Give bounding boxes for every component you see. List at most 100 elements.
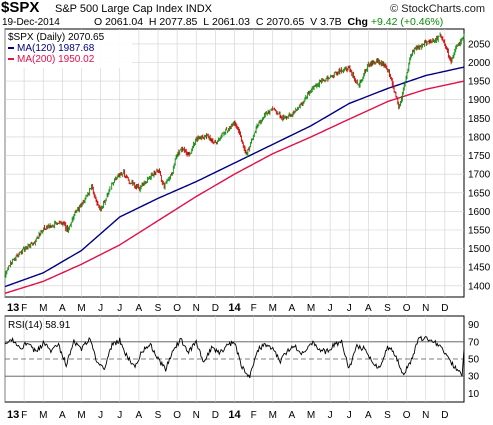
rsi-y-axis: 10 30 50 70 90: [468, 320, 480, 400]
ohlc-summary: O 2061.04 H 2077.85 L 2061.03 C 2070.65 …: [94, 16, 443, 28]
low-value: 2061.03: [212, 16, 250, 28]
chart-symbol: $SPX: [1, 0, 40, 16]
rsi-x-tick-label: J: [117, 410, 122, 421]
quote-date: 19-Dec-2014: [2, 17, 60, 28]
price-x-tick-label: S: [155, 303, 162, 314]
rsi-x-tick-label: J: [347, 410, 352, 421]
ma200-line: [4, 80, 465, 294]
price-x-tick-label: D: [212, 303, 219, 314]
price-x-tick-label: J: [117, 303, 122, 314]
price-x-tick-label: 13: [7, 302, 19, 314]
legend-ma200: MA(200) 1950.02: [17, 54, 95, 65]
rsi-x-tick-label: A: [59, 410, 66, 421]
volume-value: 3.7B: [320, 16, 342, 28]
rsi-x-tick-label: S: [155, 410, 162, 421]
rsi-x-tick-label: A: [136, 410, 143, 421]
price-x-axis: 13 F M A M J J A S O N D 14 F M A M J J A S O N D: [7, 302, 448, 314]
index-full-name: S&P 500 Large Cap Index: [55, 3, 183, 15]
rsi-x-tick-label: O: [403, 410, 411, 421]
price-y-tick-label: 1450: [468, 263, 491, 274]
price-y-tick-label: 1950: [468, 77, 491, 88]
rsi-x-tick-label: J: [328, 410, 333, 421]
price-x-tick-label: O: [403, 303, 411, 314]
rsi-x-tick-label: N: [193, 410, 200, 421]
price-x-tick-label: J: [328, 303, 333, 314]
rsi-x-tick-label: 14: [228, 409, 241, 421]
rsi-x-tick-label: A: [289, 410, 296, 421]
price-bars-group: [4, 32, 465, 278]
close-label: C: [255, 16, 264, 28]
price-x-tick-label: A: [289, 303, 296, 314]
rsi-y-tick-label: 90: [468, 320, 480, 331]
price-x-tick-label: M: [307, 303, 315, 314]
rsi-y-tick-label: 30: [468, 372, 480, 383]
low-label: L: [203, 16, 210, 28]
rsi-x-tick-label: D: [441, 410, 448, 421]
price-y-tick-label: 1700: [468, 170, 491, 181]
price-x-tick-label: N: [193, 303, 200, 314]
volume-label: V: [310, 16, 318, 28]
index-name: S&P 500 Large Cap Index INDX: [55, 3, 212, 15]
rsi-x-tick-label: F: [21, 410, 27, 421]
rsi-x-tick-label: O: [173, 410, 181, 421]
rsi-y-tick-label: 50: [468, 355, 480, 366]
price-x-tick-label: 14: [228, 302, 241, 314]
close-value: 2070.65: [266, 16, 305, 28]
price-x-tick-label: O: [173, 303, 181, 314]
price-x-tick-label: S: [384, 303, 391, 314]
rsi-x-tick-label: F: [251, 410, 257, 421]
price-y-tick-label: 1550: [468, 226, 491, 237]
price-x-tick-label: M: [77, 303, 85, 314]
rsi-x-tick-label: M: [39, 410, 47, 421]
price-x-tick-label: J: [98, 303, 103, 314]
legend-price: $SPX (Daily) 2070.65: [8, 32, 105, 43]
price-x-tick-label: M: [269, 303, 277, 314]
rsi-x-tick-label: M: [307, 410, 315, 421]
price-y-tick-label: 1900: [468, 95, 491, 106]
price-x-tick-label: A: [59, 303, 66, 314]
index-exchange: INDX: [185, 3, 212, 15]
price-y-tick-label: 2000: [468, 58, 491, 69]
price-y-tick-label: 2050: [468, 39, 491, 50]
ma120-line: [4, 66, 465, 288]
price-y-tick-label: 1600: [468, 207, 491, 218]
price-x-tick-label: D: [441, 303, 448, 314]
rsi-line: [4, 335, 465, 379]
price-y-tick-label: 1500: [468, 244, 491, 255]
price-x-tick-label: J: [347, 303, 352, 314]
price-y-axis: 1400 1450 1500 1550 1600 1650 1700 1750 1800 1850…: [468, 39, 491, 292]
rsi-panel: 10 30 50 70 90 RSI(14) 58.91: [4, 315, 480, 403]
rsi-y-tick-label: 70: [468, 337, 480, 348]
price-panel: 1400 1450 1500 1550 1600 1650 1700 1750 1800 1850…: [4, 28, 491, 298]
rsi-x-axis: 13 F M A M J J A S O N D 14 F M A M J J A S O N D: [7, 409, 448, 421]
price-x-tick-label: N: [422, 303, 429, 314]
price-y-tick-label: 1750: [468, 151, 491, 162]
price-y-tick-label: 1650: [468, 188, 491, 199]
price-x-tick-label: A: [136, 303, 143, 314]
price-x-tick-label: A: [365, 303, 372, 314]
price-y-tick-label: 1800: [468, 132, 491, 143]
rsi-grid: [4, 316, 464, 402]
rsi-x-tick-label: N: [422, 410, 429, 421]
open-value: 2061.04: [105, 16, 144, 28]
ma120-line-group: [4, 66, 465, 288]
legend-rsi: RSI(14) 58.91: [8, 320, 71, 331]
change-value: +9.42 (+0.46%): [370, 16, 444, 28]
brand-watermark: © StockCharts.com: [390, 3, 485, 15]
price-y-tick-label: 1850: [468, 114, 491, 125]
rsi-x-tick-label: M: [269, 410, 277, 421]
rsi-y-tick-label: 10: [468, 389, 480, 400]
ma200-line-group: [4, 80, 465, 294]
price-y-tick-label: 1400: [468, 281, 491, 292]
price-x-tick-label: F: [21, 303, 27, 314]
price-legend-box: [6, 30, 132, 68]
rsi-line-group: [4, 335, 465, 379]
change-label: Chg: [347, 16, 368, 28]
rsi-x-tick-label: A: [365, 410, 372, 421]
rsi-x-tick-label: M: [77, 410, 85, 421]
rsi-x-tick-label: D: [212, 410, 219, 421]
rsi-x-tick-label: S: [384, 410, 391, 421]
price-x-tick-label: F: [251, 303, 257, 314]
price-x-tick-label: M: [39, 303, 47, 314]
